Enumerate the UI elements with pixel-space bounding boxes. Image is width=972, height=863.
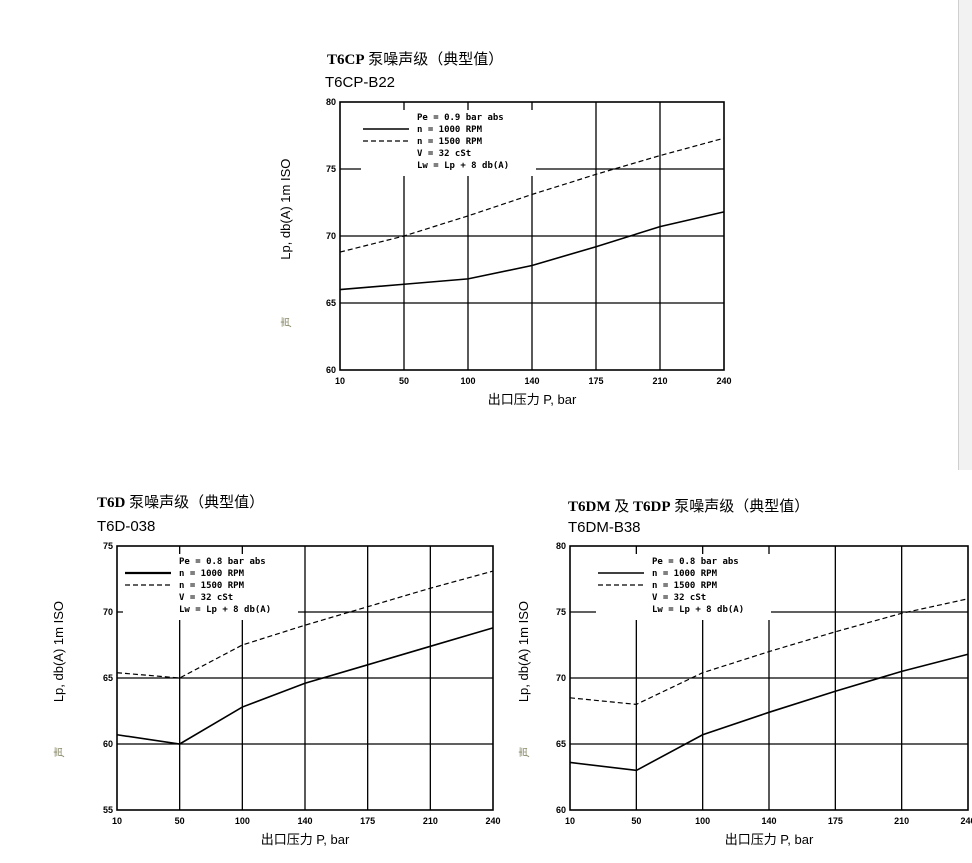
y-tick-label: 75 — [103, 541, 113, 551]
t6dm-chart: 10 50 100 140 175 210 240 60 65 70 75 80 Lp, db(A) 1… — [516, 541, 972, 847]
x-tick-label: 100 — [235, 816, 250, 826]
t6d-subtitle: T6D-038 — [97, 518, 156, 535]
series-line-n1000 — [339, 211, 725, 291]
t6d-chart: 10 50 100 140 175 210 240 55 60 65 70 75 Lp, db(A) 1… — [51, 541, 501, 847]
x-tick-label: 10 — [565, 816, 575, 826]
legend-entry: n = 1500 RPM — [179, 581, 245, 591]
x-tick-label: 210 — [652, 376, 667, 386]
x-tick-label: 240 — [716, 376, 731, 386]
y-tick-label: 55 — [103, 805, 113, 815]
x-tick-label: 10 — [112, 816, 122, 826]
x-axis-label: 出口压力 P, bar — [488, 392, 577, 407]
series-line-n1500 — [116, 570, 494, 679]
y-tick-label: 75 — [326, 164, 336, 174]
t6cp-title-bold: T6CP — [327, 52, 365, 68]
legend-bg — [123, 554, 298, 620]
legend-entry: n = 1000 RPM — [652, 569, 718, 579]
y-axis-label: Lp, db(A) 1m ISO — [516, 601, 531, 702]
legend-bg — [361, 110, 536, 176]
y-tick-label: 80 — [326, 97, 336, 107]
side-mark: 声 — [517, 747, 531, 758]
t6dm-subtitle: T6DM-B38 — [568, 519, 641, 536]
x-tick-label: 50 — [631, 816, 641, 826]
legend-entry: Pe = 0.8 bar abs — [179, 557, 266, 567]
y-tick-label: 60 — [103, 739, 113, 749]
y-tick-label: 70 — [103, 607, 113, 617]
y-tick-label: 75 — [556, 607, 566, 617]
x-tick-label: 175 — [588, 376, 603, 386]
legend-bg — [596, 554, 771, 620]
x-tick-label: 140 — [524, 376, 539, 386]
legend-entry: V = 32 cSt — [652, 593, 706, 603]
x-tick-label: 240 — [960, 816, 972, 826]
x-tick-label: 50 — [399, 376, 409, 386]
x-axis-label: 出口压力 P, bar — [725, 832, 814, 847]
t6cp-title-rest: 泵噪声级（典型值） — [364, 52, 504, 68]
legend-entry: n = 1000 RPM — [179, 569, 245, 579]
legend-entry: n = 1000 RPM — [417, 125, 483, 135]
legend-entry: V = 32 cSt — [417, 149, 471, 159]
t6dm-title-rest: 泵噪声级（典型值） — [670, 499, 810, 515]
legend-entry: Lw = Lp + 8 db(A) — [417, 161, 509, 171]
legend-entry: V = 32 cSt — [179, 593, 233, 603]
legend-entry: n = 1500 RPM — [652, 581, 718, 591]
legend-entry: Lw = Lp + 8 db(A) — [652, 605, 744, 615]
y-tick-label: 70 — [556, 673, 566, 683]
right-scrollbar[interactable] — [958, 0, 972, 470]
x-tick-label: 140 — [761, 816, 776, 826]
y-tick-label: 65 — [103, 673, 113, 683]
t6cp-title: T6CP 泵噪声级（典型值） — [327, 48, 503, 69]
y-tick-label: 60 — [556, 805, 566, 815]
t6d-title-rest: 泵噪声级（典型值） — [125, 495, 265, 511]
x-tick-label: 240 — [485, 816, 500, 826]
x-axis-label: 出口压力 P, bar — [261, 832, 350, 847]
y-tick-label: 70 — [326, 231, 336, 241]
legend-entry: n = 1500 RPM — [417, 137, 483, 147]
t6dm-title-mid: 及 — [610, 499, 634, 515]
legend-entry: Pe = 0.9 bar abs — [417, 113, 504, 123]
legend-entry: Lw = Lp + 8 db(A) — [179, 605, 271, 615]
x-tick-label: 100 — [460, 376, 475, 386]
t6dp-title-bold: T6DP — [633, 499, 671, 515]
y-tick-label: 60 — [326, 365, 336, 375]
series-line-n1000 — [116, 627, 494, 745]
series-line-n1000 — [569, 653, 969, 772]
y-tick-label: 65 — [556, 739, 566, 749]
x-tick-label: 10 — [335, 376, 345, 386]
legend-entry: Pe = 0.8 bar abs — [652, 557, 739, 567]
t6d-title-bold: T6D — [97, 495, 126, 511]
x-tick-label: 140 — [297, 816, 312, 826]
t6cp-chart: 10 50 100 140 175 210 240 60 65 70 75 80 Lp, db(A) 1… — [278, 97, 732, 407]
t6dm-title-bold: T6DM — [568, 499, 611, 515]
x-tick-label: 210 — [894, 816, 909, 826]
t6d-title: T6D 泵噪声级（典型值） — [97, 491, 264, 512]
x-tick-label: 50 — [175, 816, 185, 826]
x-tick-label: 100 — [695, 816, 710, 826]
series-line-n1500 — [569, 598, 969, 706]
y-tick-label: 80 — [556, 541, 566, 551]
t6cp-subtitle: T6CP-B22 — [325, 74, 396, 91]
series-line-n1500 — [339, 137, 725, 253]
side-mark: 声 — [279, 317, 293, 328]
y-axis-label: Lp, db(A) 1m ISO — [51, 601, 66, 702]
x-tick-label: 210 — [423, 816, 438, 826]
x-tick-label: 175 — [360, 816, 375, 826]
y-axis-label: Lp, db(A) 1m ISO — [278, 159, 293, 260]
y-tick-label: 65 — [326, 298, 336, 308]
side-mark: 声 — [52, 747, 66, 758]
x-tick-label: 175 — [828, 816, 843, 826]
t6dm-title: T6DM 及 T6DP 泵噪声级（典型值） — [568, 495, 809, 516]
